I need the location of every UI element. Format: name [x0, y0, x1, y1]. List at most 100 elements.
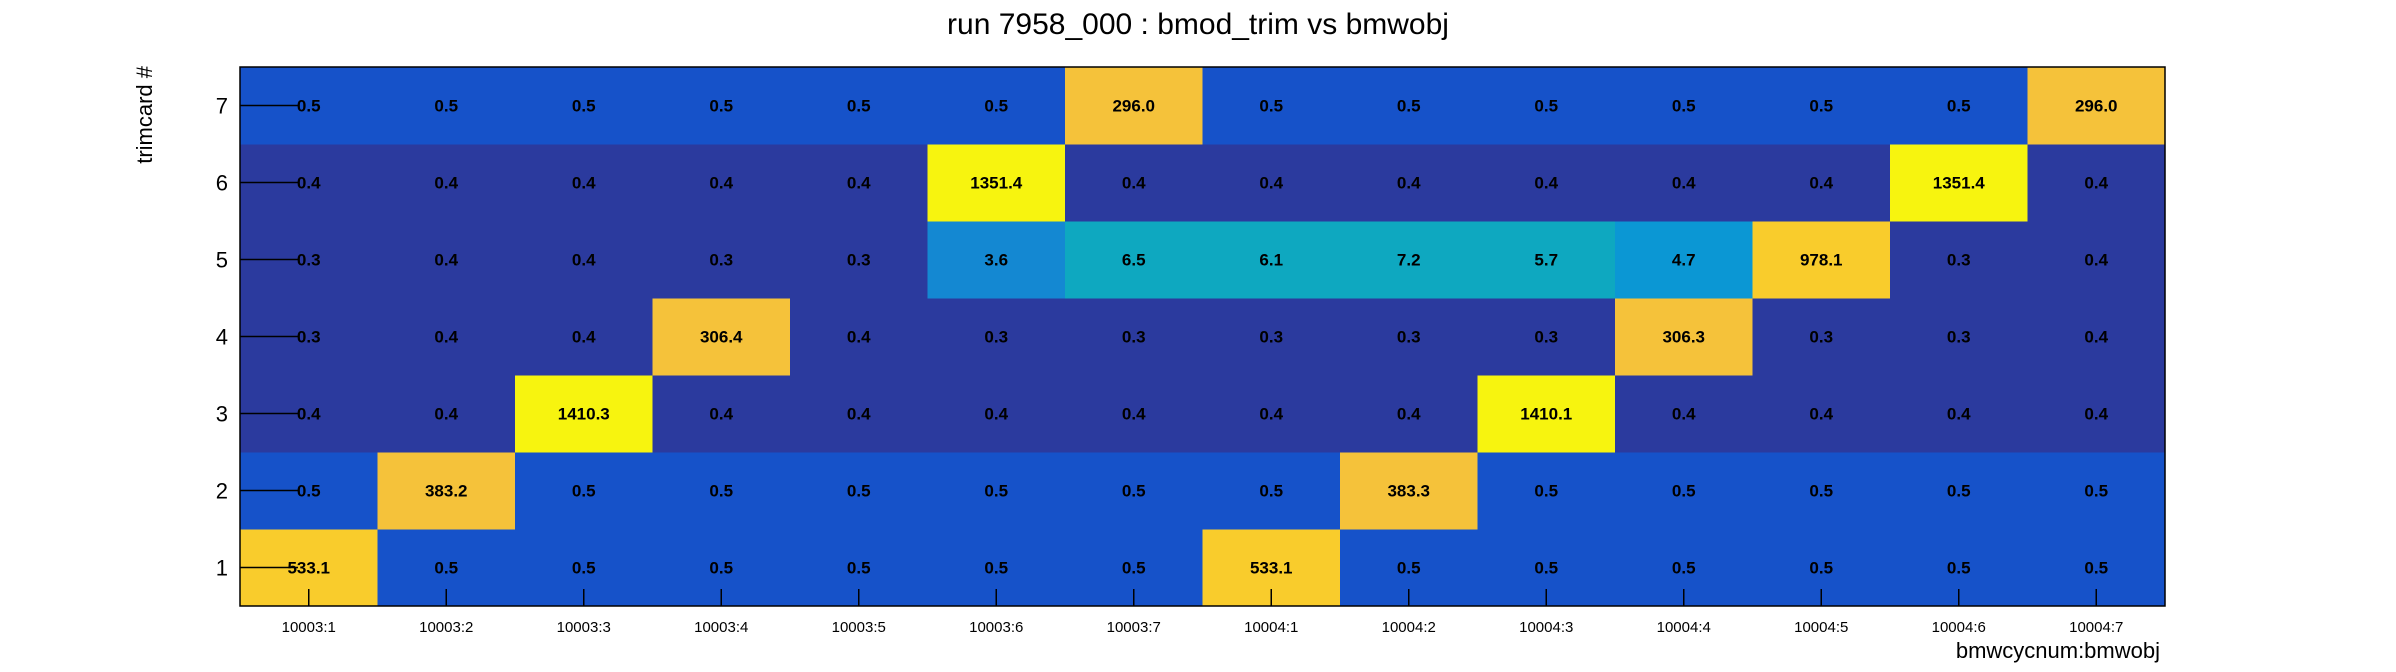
cell-value-label: 0.3: [1534, 328, 1558, 347]
cell-value-label: 0.5: [847, 482, 871, 501]
heatmap-cell: [1752, 298, 1891, 376]
cell-value-label: 0.4: [572, 251, 596, 270]
cell-value-label: 0.5: [1122, 559, 1146, 578]
x-tick-label: 10003:3: [557, 619, 611, 636]
heatmap-cell: [790, 221, 928, 299]
heatmap-cell: [2027, 221, 2166, 299]
heatmap-cell: [1752, 144, 1891, 222]
cell-value-label: 306.4: [700, 328, 743, 347]
heatmap-cell: [1615, 375, 1753, 453]
heatmap-cell: [377, 67, 516, 145]
heatmap-cell: [515, 452, 653, 530]
heatmap-cell: [1065, 298, 1203, 376]
cell-value-label: 0.4: [1809, 405, 1833, 424]
heatmap-cell: [1065, 452, 1203, 530]
heatmap-cell: [790, 375, 928, 453]
cell-value-label: 3.6: [984, 251, 1008, 270]
heatmap-cell: [1890, 298, 2028, 376]
cell-value-label: 0.4: [1122, 405, 1146, 424]
cell-value-label: 0.4: [434, 328, 458, 347]
cell-value-label: 5.7: [1534, 251, 1558, 270]
x-tick-label: 10003:5: [832, 619, 886, 636]
cell-value-label: 0.5: [847, 559, 871, 578]
y-tick-label: 6: [216, 171, 228, 196]
heatmap-cell: [1202, 144, 1341, 222]
heatmap-cell: [2027, 298, 2166, 376]
cell-value-label: 296.0: [2075, 97, 2118, 116]
heatmap-cell: [652, 221, 791, 299]
cell-value-label: 0.5: [1947, 559, 1971, 578]
cell-value-label: 0.4: [847, 174, 871, 193]
heatmap-cell: [927, 144, 1066, 222]
heatmap-cell: [1340, 298, 1478, 376]
heatmap-cell: [1202, 375, 1341, 453]
cell-value-label: 0.3: [984, 328, 1008, 347]
heatmap-cell: [1340, 452, 1478, 530]
cell-value-label: 0.5: [1122, 482, 1146, 501]
cell-value-label: 0.4: [1259, 174, 1283, 193]
cell-value-label: 1410.1: [1520, 405, 1572, 424]
heatmap-cell: [1340, 67, 1478, 145]
heatmap-cell: [1752, 375, 1891, 453]
cell-value-label: 0.4: [709, 405, 733, 424]
x-tick-label: 10004:4: [1657, 619, 1711, 636]
cell-value-label: 0.5: [847, 97, 871, 116]
heatmap-cell: [652, 144, 791, 222]
heatmap-cell: [515, 375, 653, 453]
cell-value-label: 0.5: [1534, 97, 1558, 116]
heatmap-cell: [1202, 221, 1341, 299]
x-tick-label: 10003:7: [1107, 619, 1161, 636]
cell-value-label: 1351.4: [1933, 174, 1986, 193]
cell-value-label: 0.4: [1534, 174, 1558, 193]
heatmap-cell: [377, 298, 516, 376]
heatmap-cell: [1752, 452, 1891, 530]
cell-value-label: 0.4: [297, 405, 321, 424]
cell-value-label: 0.3: [1947, 251, 1971, 270]
heatmap-cell: [377, 144, 516, 222]
heatmap-cell: [1065, 67, 1203, 145]
x-tick-label: 10004:2: [1382, 619, 1436, 636]
heatmap-cell: [1890, 67, 2028, 145]
cell-value-label: 1410.3: [558, 405, 610, 424]
y-axis: 1 2 3 4 5 6 7: [216, 94, 298, 581]
cell-value-label: 0.4: [1947, 405, 1971, 424]
cell-value-label: 0.4: [984, 405, 1008, 424]
heatmap-cell: [652, 452, 791, 530]
cell-value-label: 0.3: [1397, 328, 1421, 347]
cell-value-label: 383.2: [425, 482, 468, 501]
heatmap-cell: [2027, 375, 2166, 453]
heatmap-cell: [652, 67, 791, 145]
cell-value-label: 0.5: [709, 559, 733, 578]
cell-value-label: 533.1: [287, 559, 330, 578]
cell-value-label: 0.4: [572, 174, 596, 193]
cell-value-label: 0.4: [572, 328, 596, 347]
cell-value-label: 0.3: [1122, 328, 1146, 347]
y-tick-label: 4: [216, 325, 228, 350]
cell-value-label: 1351.4: [970, 174, 1023, 193]
cell-value-label: 0.5: [984, 559, 1008, 578]
cell-value-label: 0.4: [2084, 328, 2108, 347]
heatmap-cell: [790, 144, 928, 222]
cell-value-label: 0.3: [709, 251, 733, 270]
cell-value-label: 0.5: [434, 559, 458, 578]
heatmap-cell: [1065, 221, 1203, 299]
cell-value-label: 0.4: [1259, 405, 1283, 424]
heatmap-cell: [377, 452, 516, 530]
cell-value-label: 0.3: [847, 251, 871, 270]
cell-value-label: 0.4: [1672, 174, 1696, 193]
heatmap-cell: [1890, 144, 2028, 222]
cell-value-label: 0.5: [1534, 482, 1558, 501]
heatmap-cell: [1890, 375, 2028, 453]
x-tick-label: 10003:1: [282, 619, 336, 636]
chart-title: run 7958_000 : bmod_trim vs bmwobj: [947, 8, 1449, 41]
heatmap-cell: [377, 221, 516, 299]
cell-value-label: 7.2: [1397, 251, 1421, 270]
cell-value-label: 306.3: [1662, 328, 1705, 347]
heatmap-cell: [1615, 221, 1753, 299]
heatmap-cell: [652, 298, 791, 376]
heatmap-cells: 533.1 0.5 0.5 0.5 0.5 0.5 0.5 533.1 0.5 0.5 0.5 0.5…: [240, 67, 2166, 607]
cell-value-label: 296.0: [1112, 97, 1155, 116]
cell-value-label: 0.3: [1809, 328, 1833, 347]
heatmap-cell: [1477, 67, 1616, 145]
